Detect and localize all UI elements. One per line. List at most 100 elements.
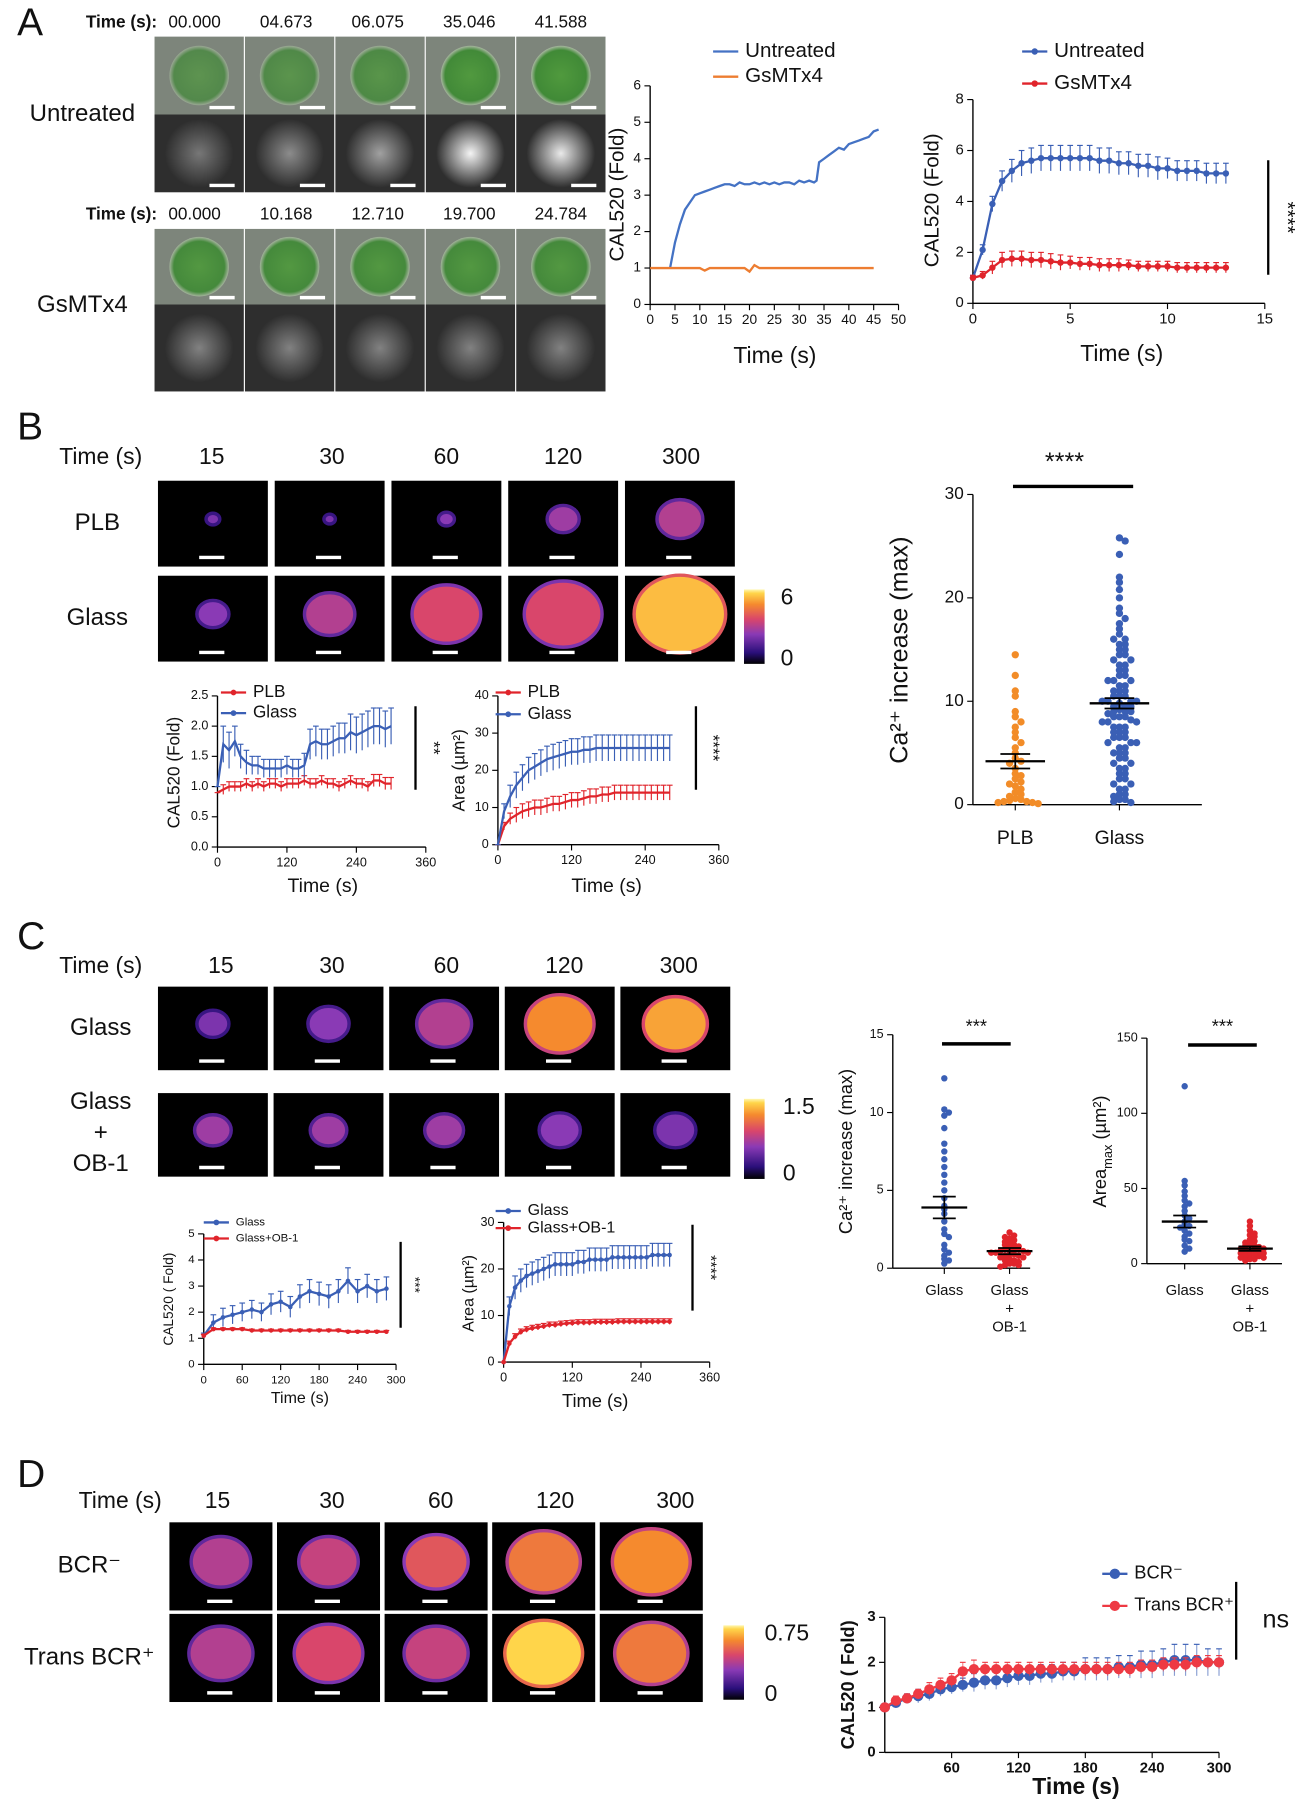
cell-signal (526, 119, 596, 188)
data-point (1121, 661, 1129, 669)
data-point (1115, 785, 1124, 793)
y-tick-label: 4 (188, 1254, 195, 1266)
legend-label: Glass+OB-1 (236, 1232, 299, 1244)
legend-marker (213, 1235, 220, 1242)
x-tick-label: 0 (500, 1370, 507, 1384)
data-point (1183, 167, 1191, 175)
data-point (1213, 1657, 1225, 1668)
y-tick-label: 1 (633, 260, 641, 275)
data-point (655, 1252, 661, 1258)
row-label: Glass (70, 1088, 131, 1115)
colorbar (744, 589, 765, 664)
x-tick-label: 35 (816, 312, 832, 327)
cell-signal (537, 1111, 583, 1150)
data-point (316, 1328, 322, 1333)
data-point (278, 1299, 283, 1305)
data-point (1203, 170, 1210, 177)
data-point (1115, 661, 1124, 669)
y-tick-label: 1.5 (191, 749, 209, 763)
data-point (945, 1257, 953, 1264)
data-point (998, 256, 1006, 264)
x-tick-label: 5 (671, 312, 679, 327)
data-point (575, 1259, 581, 1265)
time-value: 00.000 (168, 204, 220, 224)
data-point (1028, 256, 1035, 264)
data-point (1181, 1227, 1188, 1234)
y-axis-label: Areamax (µm²) (1089, 1095, 1115, 1207)
data-point (1110, 635, 1118, 643)
cell-signal (655, 497, 705, 541)
data-point (941, 1112, 948, 1119)
colorbar-max: 1.5 (783, 1093, 815, 1119)
data-point (1011, 728, 1019, 736)
data-point (1181, 1197, 1188, 1204)
data-point (1115, 733, 1124, 742)
legend-label: BCR⁻ (1134, 1562, 1182, 1583)
panel-letter: C (17, 915, 45, 958)
data-point (1121, 537, 1129, 545)
cell-signal (297, 1534, 360, 1589)
data-point (1115, 666, 1124, 674)
data-point (989, 200, 996, 208)
data-point (644, 1319, 649, 1324)
data-point (345, 1278, 351, 1284)
legend-label: Glass (253, 702, 297, 722)
x-tick-label: 240 (630, 1370, 651, 1384)
data-point (945, 1233, 953, 1241)
legend-marker (1109, 1568, 1121, 1579)
data-point (1132, 718, 1141, 726)
data-point (278, 1328, 283, 1333)
y-tick-label: 1 (867, 1699, 875, 1715)
data-point (1035, 1663, 1046, 1675)
x-tick-label: 10 (692, 312, 708, 327)
data-point (1121, 728, 1129, 736)
cell (259, 236, 320, 297)
data-point (501, 1359, 506, 1365)
significance-label: ** (424, 741, 444, 755)
data-point (941, 1179, 948, 1186)
data-point (564, 1262, 569, 1267)
data-point (1115, 594, 1124, 602)
row-label: BCR⁻ (58, 1552, 121, 1579)
x-tick-label: 120 (271, 1374, 290, 1386)
y-axis-label: CAL520 ( Fold) (837, 1620, 858, 1749)
data-point (941, 1163, 948, 1171)
data-point (287, 1304, 293, 1310)
cell-signal (610, 1527, 692, 1597)
data-point (1104, 676, 1112, 685)
y-tick-label: 0 (955, 295, 963, 311)
data-point (1113, 1663, 1124, 1675)
cell-signal (612, 1620, 690, 1687)
cell (169, 236, 229, 297)
data-point (1047, 154, 1054, 162)
time-label: Time (s) (59, 443, 142, 469)
data-point (941, 1075, 948, 1082)
x-tick-label: 120 (562, 1370, 583, 1384)
x-tick-label: + (1005, 1301, 1014, 1317)
y-tick-label: 4 (633, 150, 641, 165)
data-point (1121, 744, 1129, 752)
legend-label: Glass (528, 703, 572, 723)
cell-signal (653, 1111, 698, 1150)
data-point (1260, 1254, 1267, 1261)
x-tick-label: Glass (1095, 827, 1145, 849)
cell-signal (436, 313, 505, 383)
significance-label: **** (701, 1255, 719, 1280)
time-value: 41.588 (535, 11, 587, 31)
data-point (1115, 651, 1124, 659)
data-point (1125, 160, 1132, 167)
data-point (297, 1294, 303, 1299)
row-label: Trans BCR⁺ (24, 1643, 155, 1670)
data-point (638, 1255, 644, 1260)
data-point (1115, 682, 1124, 690)
data-point (627, 1319, 632, 1324)
data-point (529, 1325, 535, 1331)
data-point (1154, 263, 1161, 270)
data-point (1181, 1177, 1188, 1185)
data-point (592, 1319, 598, 1325)
data-point (1186, 1245, 1193, 1252)
data-point (1096, 157, 1103, 164)
data-point (667, 1252, 672, 1258)
data-point (581, 1259, 587, 1265)
